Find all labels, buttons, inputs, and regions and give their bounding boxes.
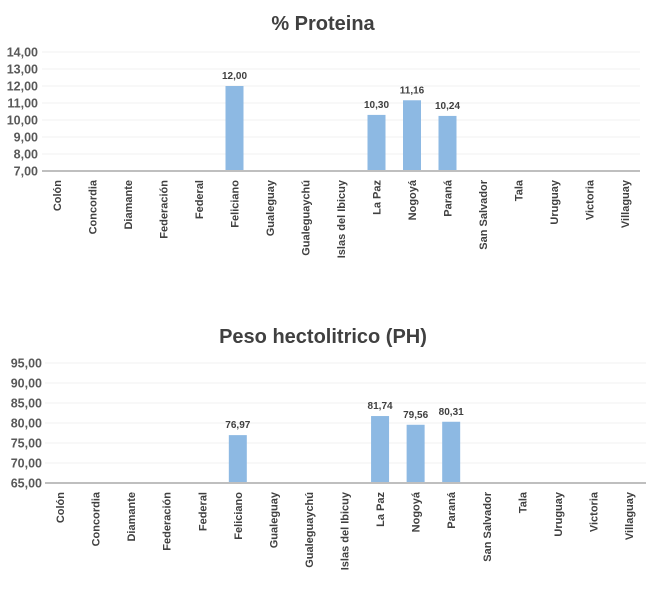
y-tick-label: 9,00 (14, 131, 38, 145)
data-label: 11,16 (400, 85, 425, 96)
x-tick-label: Victoria (588, 491, 600, 532)
x-tick-label: Colón (52, 180, 64, 211)
x-tick-label: Federal (194, 180, 206, 219)
data-label: 10,24 (435, 101, 460, 112)
bar-feliciano (228, 435, 247, 483)
x-tick-label: Concordia (91, 491, 103, 546)
x-tick-label: Federación (159, 180, 171, 239)
y-tick-label: 11,00 (7, 97, 38, 111)
data-label: 80,31 (439, 407, 464, 418)
data-label: 12,00 (222, 71, 247, 82)
chart-title: Peso hectolitrico (PH) (219, 326, 427, 348)
x-tick-label: Villaguay (624, 491, 636, 540)
y-tick-label: 12,00 (7, 80, 38, 94)
y-tick-label: 90,00 (11, 377, 42, 391)
x-tick-label: Gualeguay (268, 491, 280, 548)
chart-title: % Proteina (271, 13, 375, 35)
y-tick-label: 8,00 (14, 148, 38, 162)
x-tick-label: Concordia (88, 179, 100, 234)
y-tick-label: 80,00 (11, 417, 42, 431)
data-label: 76,97 (225, 420, 250, 431)
x-tick-label: Islas del Ibicuy (336, 179, 348, 258)
x-tick-label: Uruguay (553, 491, 565, 537)
x-tick-label: Feliciano (230, 180, 242, 228)
x-tick-label: San Salvador (478, 179, 490, 249)
bar-nogoyá (406, 424, 425, 483)
x-tick-label: Villaguay (620, 179, 632, 228)
x-tick-label: Gualeguaychú (301, 180, 313, 256)
bar-paraná (438, 115, 457, 171)
x-tick-label: La Paz (375, 492, 387, 527)
x-tick-label: San Salvador (482, 491, 494, 561)
bar-paraná (442, 421, 461, 483)
x-tick-label: Nogoyá (407, 179, 419, 220)
x-tick-label: Paraná (446, 491, 458, 529)
y-tick-label: 7,00 (14, 165, 38, 179)
x-tick-label: Diamante (123, 180, 135, 230)
x-tick-label: Feliciano (233, 492, 245, 540)
y-tick-label: 65,00 (11, 477, 42, 491)
y-tick-label: 70,00 (11, 457, 42, 471)
bar-nogoyá (403, 100, 421, 171)
y-tick-label: 10,00 (7, 114, 38, 128)
chart-2: Peso hectolitrico (PH) 65,00 70,00 75,00 80,… (11, 326, 646, 570)
y-tick-label: 85,00 (11, 397, 42, 411)
data-label: 10,30 (364, 100, 389, 111)
x-tick-label: Uruguay (549, 179, 561, 225)
x-tick-label: Tala (514, 179, 526, 201)
y-tick-label: 14,00 (7, 46, 38, 60)
x-tick-label: Diamante (126, 492, 138, 542)
x-tick-label: Victoria (585, 179, 597, 220)
data-label: 79,56 (403, 410, 428, 421)
bar-feliciano (225, 86, 244, 171)
data-label: 81,74 (368, 401, 393, 412)
x-tick-label: La Paz (372, 180, 384, 215)
x-tick-label: Federación (162, 492, 174, 551)
x-tick-label: Gualeguay (265, 179, 277, 236)
bar-la-paz (367, 114, 386, 171)
x-tick-label: Paraná (443, 179, 455, 217)
y-tick-label: 95,00 (11, 357, 42, 371)
x-tick-label: Gualeguaychú (304, 492, 316, 568)
x-tick-label: Colón (55, 492, 67, 523)
x-tick-label: Islas del Ibicuy (340, 491, 352, 570)
x-tick-label: Federal (197, 492, 209, 531)
bar-la-paz (371, 416, 390, 483)
x-tick-label: Tala (517, 491, 529, 513)
chart-1: % Proteina 7,00 8,00 9,00 10,00 11,00 12,00 13,… (7, 13, 640, 258)
y-tick-label: 13,00 (7, 63, 38, 77)
x-tick-label: Nogoyá (411, 491, 423, 532)
y-tick-label: 75,00 (11, 437, 42, 451)
